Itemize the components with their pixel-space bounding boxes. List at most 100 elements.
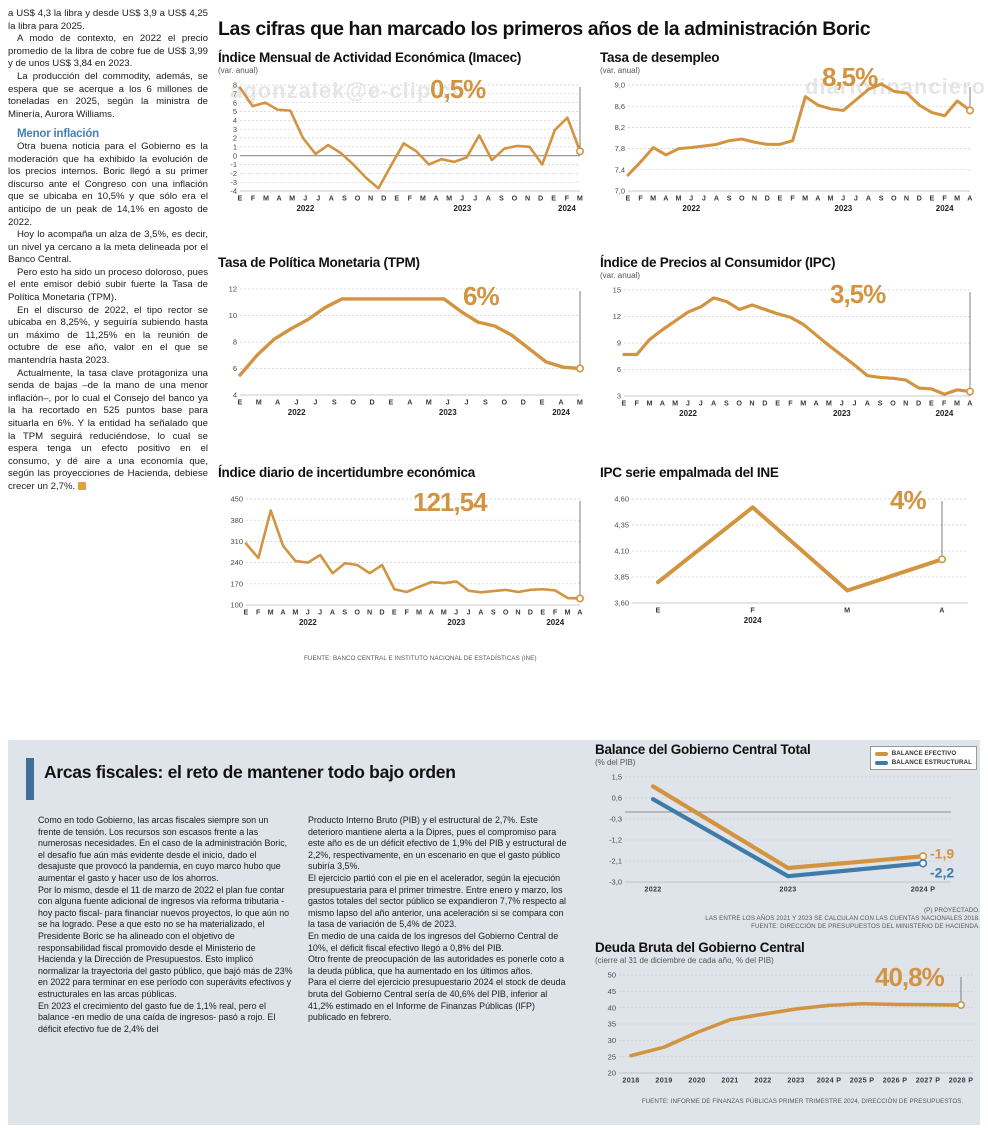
svg-text:M: M xyxy=(446,194,452,203)
svg-text:2024: 2024 xyxy=(552,408,570,417)
chart-plot-area: 15 12 9 6 3 E F M A M J J A S O N D E F M A M J J A S O N D E F M A 2022 2… xyxy=(600,284,980,424)
svg-text:5: 5 xyxy=(233,107,237,116)
bottom-article-column-1: Como en todo Gobierno, las arcas fiscale… xyxy=(38,815,293,1035)
article-paragraph: En el discurso de 2022, el tipo rector s… xyxy=(8,304,208,367)
svg-text:6: 6 xyxy=(233,364,237,373)
chart-plot-area: 450 380 310 240 170 100 E F M A M J J A S O N D E F M A M J J A S O… xyxy=(218,493,590,633)
svg-text:S: S xyxy=(332,398,337,407)
svg-text:O: O xyxy=(739,194,745,203)
svg-text:100: 100 xyxy=(230,601,243,610)
svg-text:M: M xyxy=(826,399,832,408)
svg-text:35: 35 xyxy=(608,1020,616,1029)
svg-text:450: 450 xyxy=(230,495,243,504)
article-paragraph: El ejercicio partió con el pie en el ace… xyxy=(308,872,567,930)
chart-source-note: FUENTE: INFORME DE FINANZAS PÚBLICAS PRI… xyxy=(641,1098,964,1105)
svg-text:2024 P: 2024 P xyxy=(911,885,936,894)
svg-text:F: F xyxy=(553,608,558,617)
svg-text:A: A xyxy=(967,399,973,408)
svg-text:3: 3 xyxy=(233,125,237,134)
chart-source-note: FUENTE: DIRECCIÓN DE PRESUPUESTOS DEL MI… xyxy=(751,923,980,930)
svg-text:-2: -2 xyxy=(230,169,237,178)
svg-text:2024: 2024 xyxy=(546,618,564,627)
svg-text:F: F xyxy=(634,399,639,408)
svg-text:M: M xyxy=(954,399,960,408)
svg-text:D: D xyxy=(369,398,375,407)
svg-text:2: 2 xyxy=(233,134,237,143)
svg-text:E: E xyxy=(929,194,934,203)
svg-text:-1: -1 xyxy=(230,160,237,169)
svg-text:J: J xyxy=(316,194,320,203)
svg-text:A: A xyxy=(429,608,435,617)
svg-text:4: 4 xyxy=(233,391,237,400)
svg-text:M: M xyxy=(289,194,295,203)
svg-text:A: A xyxy=(280,608,286,617)
svg-text:-2,1: -2,1 xyxy=(609,857,622,866)
svg-text:8,2: 8,2 xyxy=(615,123,625,132)
chart-callout-value: 3,5% xyxy=(830,279,886,309)
svg-text:3,85: 3,85 xyxy=(614,573,629,582)
svg-text:M: M xyxy=(577,194,583,203)
svg-text:E: E xyxy=(621,399,626,408)
svg-text:A: A xyxy=(577,608,583,617)
legend-swatch-icon xyxy=(874,751,888,756)
svg-text:E: E xyxy=(389,398,394,407)
svg-text:M: M xyxy=(577,398,583,407)
end-mark-icon xyxy=(78,481,87,490)
chart-plot-area: 50 45 40 35 30 25 20 2018 2019 2020 2021 2022 2023 20… xyxy=(595,969,985,1099)
svg-text:8: 8 xyxy=(233,81,237,90)
svg-text:A: A xyxy=(711,399,717,408)
svg-text:2022: 2022 xyxy=(679,409,697,418)
svg-text:E: E xyxy=(237,194,242,203)
svg-text:-2,2: -2,2 xyxy=(930,864,954,880)
svg-text:2024: 2024 xyxy=(936,204,954,213)
svg-text:2023: 2023 xyxy=(779,885,796,894)
svg-text:A: A xyxy=(660,399,666,408)
svg-text:2028 P: 2028 P xyxy=(949,1076,974,1085)
svg-text:S: S xyxy=(878,399,883,408)
svg-text:M: M xyxy=(441,608,447,617)
svg-text:D: D xyxy=(917,194,923,203)
article-paragraph: En 2023 el crecimiento del gasto fue de … xyxy=(38,1000,276,1034)
chart-callout-value: 0,5% xyxy=(430,74,486,104)
svg-text:M: M xyxy=(844,606,850,615)
svg-text:6: 6 xyxy=(233,98,237,107)
svg-text:4,60: 4,60 xyxy=(614,495,629,504)
svg-text:2023: 2023 xyxy=(447,618,465,627)
chart-plot-area: 12 10 8 6 4 E M A J J S O D E A M J J S O D E A M 2022 2023 2024 xyxy=(218,283,590,423)
svg-text:F: F xyxy=(942,194,947,203)
article-paragraph: Por lo mismo, desde el 11 de marzo de 20… xyxy=(38,884,293,999)
svg-text:M: M xyxy=(416,608,422,617)
svg-text:S: S xyxy=(342,194,347,203)
svg-text:M: M xyxy=(672,399,678,408)
svg-text:2026 P: 2026 P xyxy=(883,1076,908,1085)
svg-text:S: S xyxy=(491,608,496,617)
chart-subtitle: (var. anual) xyxy=(218,66,259,75)
svg-text:E: E xyxy=(625,194,630,203)
svg-text:E: E xyxy=(237,398,242,407)
svg-text:15: 15 xyxy=(613,286,621,295)
chart-note-calculation: LAS ENTRE LOS AÑOS 2021 Y 2023 SE CALCUL… xyxy=(705,915,980,922)
chart-legend: BALANCE EFECTIVO BALANCE ESTRUCTURAL xyxy=(869,746,977,770)
svg-text:2018: 2018 xyxy=(622,1076,639,1085)
svg-text:D: D xyxy=(379,608,385,617)
svg-text:A: A xyxy=(813,399,819,408)
article-paragraph: Producto Interno Bruto (PIB) y el estruc… xyxy=(308,815,567,872)
svg-text:D: D xyxy=(765,194,771,203)
chart-title: Balance del Gobierno Central Total xyxy=(595,742,811,757)
svg-text:O: O xyxy=(512,194,518,203)
chart-subtitle: (cierre al 31 de diciembre de cada año, … xyxy=(595,956,774,965)
chart-subtitle: (var. anual) xyxy=(600,271,641,280)
accent-bar xyxy=(26,758,34,800)
svg-text:M: M xyxy=(650,194,656,203)
legend-label: BALANCE EFECTIVO xyxy=(891,750,957,757)
legend-label: BALANCE ESTRUCTURAL xyxy=(891,759,972,766)
svg-text:F: F xyxy=(565,194,570,203)
svg-text:J: J xyxy=(460,194,464,203)
svg-text:N: N xyxy=(904,194,910,203)
svg-text:A: A xyxy=(433,194,439,203)
svg-text:E: E xyxy=(929,399,934,408)
chart-title: Deuda Bruta del Gobierno Central xyxy=(595,940,805,955)
article-paragraph: a US$ 4,3 la libra y desde US$ 3,9 a US$… xyxy=(8,8,208,32)
svg-text:A: A xyxy=(275,398,281,407)
svg-text:S: S xyxy=(724,399,729,408)
